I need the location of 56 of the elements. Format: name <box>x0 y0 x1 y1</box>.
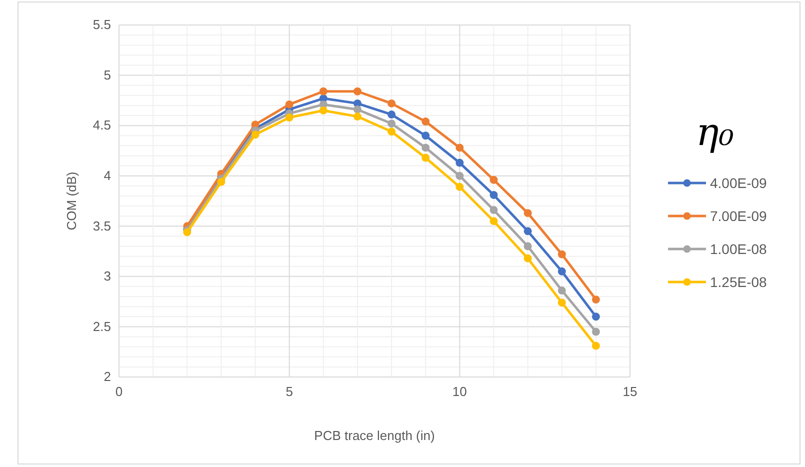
point <box>251 130 260 139</box>
point <box>285 100 294 108</box>
point <box>524 242 532 250</box>
point <box>558 267 566 276</box>
point <box>490 217 498 226</box>
point <box>285 114 294 122</box>
y-tick-label: 5 <box>104 67 111 82</box>
point <box>524 209 532 218</box>
point <box>592 342 600 350</box>
point <box>558 298 566 307</box>
legend-label: 4.00E-09 <box>710 175 768 191</box>
point <box>592 328 600 336</box>
y-tick-label: 4.5 <box>92 118 111 133</box>
point <box>558 286 566 294</box>
x-tick-label: 15 <box>622 384 638 400</box>
legend-label: 7.00E-09 <box>710 208 768 224</box>
y-tick-label: 3.5 <box>92 218 111 234</box>
point <box>558 250 566 258</box>
y-tick-label: 5.5 <box>92 17 111 32</box>
point <box>456 182 464 191</box>
point <box>524 254 532 262</box>
y-tick-label: 2.5 <box>92 318 111 334</box>
point <box>456 144 464 152</box>
y-tick-label: 2 <box>104 369 111 384</box>
point <box>422 144 430 152</box>
point <box>388 128 396 136</box>
point <box>524 227 532 236</box>
point <box>422 154 430 162</box>
point <box>217 178 226 186</box>
point <box>592 312 600 321</box>
point <box>422 132 430 140</box>
point <box>456 158 464 167</box>
y-axis-title: COM (dB) <box>64 172 79 230</box>
point <box>388 99 396 108</box>
point <box>319 106 328 114</box>
point <box>353 106 362 114</box>
y-tick-label: 3 <box>104 268 111 284</box>
point <box>422 118 430 126</box>
x-tick-label: 10 <box>452 384 467 400</box>
point <box>388 120 396 128</box>
point <box>592 296 600 304</box>
point <box>490 206 498 214</box>
legend-title: η₀ <box>696 110 734 154</box>
x-tick-label: 5 <box>286 384 293 400</box>
x-axis-title: PCB trace length (in) <box>314 428 435 443</box>
point <box>319 87 328 96</box>
point <box>490 190 498 199</box>
legend-label: 1.25E-08 <box>710 274 768 290</box>
point <box>353 112 362 120</box>
point <box>353 87 362 96</box>
y-tick-label: 4 <box>104 168 111 184</box>
point <box>490 176 498 184</box>
legend-label: 1.00E-08 <box>710 241 768 257</box>
x-tick-label: 0 <box>115 384 123 400</box>
point <box>456 172 464 180</box>
point <box>388 110 396 118</box>
